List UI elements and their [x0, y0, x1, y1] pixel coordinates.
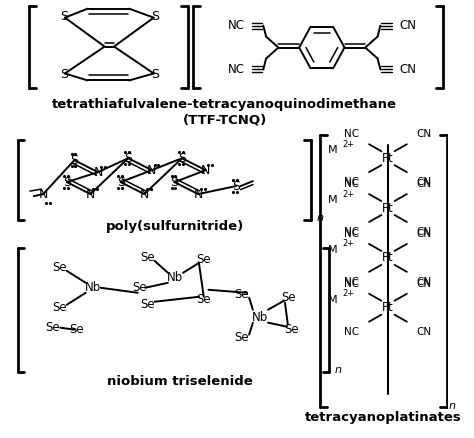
Text: M: M — [328, 295, 338, 305]
Text: n: n — [335, 364, 342, 374]
Text: Se: Se — [140, 251, 155, 265]
Text: Se: Se — [69, 323, 83, 336]
Text: N: N — [139, 187, 149, 201]
Text: NC: NC — [345, 277, 360, 287]
Text: tetracyanoplatinates: tetracyanoplatinates — [305, 411, 462, 424]
Text: CN: CN — [416, 327, 431, 337]
Text: S: S — [70, 154, 78, 167]
Text: Se: Se — [234, 288, 249, 301]
Text: NC: NC — [345, 129, 360, 139]
Text: S: S — [124, 152, 132, 165]
Text: S: S — [151, 10, 159, 23]
Text: Se: Se — [52, 301, 66, 314]
Text: Se: Se — [196, 293, 211, 306]
Text: NC: NC — [345, 229, 360, 239]
Text: NC: NC — [228, 19, 245, 32]
Text: S: S — [60, 10, 68, 23]
Text: M: M — [328, 245, 338, 255]
Text: Se: Se — [140, 298, 155, 311]
Text: S: S — [232, 180, 240, 193]
Text: CN: CN — [399, 63, 416, 76]
Text: N: N — [86, 187, 95, 201]
Text: Nb: Nb — [85, 281, 101, 294]
Text: CN: CN — [399, 19, 416, 32]
Text: n: n — [448, 401, 456, 411]
Text: 2+: 2+ — [343, 140, 355, 149]
Text: CN: CN — [416, 129, 431, 139]
Text: CN: CN — [416, 179, 431, 189]
Text: Se: Se — [196, 253, 211, 266]
Text: NC: NC — [345, 327, 360, 337]
Text: Pt: Pt — [382, 152, 394, 165]
Text: Nb: Nb — [167, 271, 183, 284]
Text: Se: Se — [282, 291, 296, 304]
Text: N: N — [38, 187, 48, 201]
Text: Se: Se — [132, 281, 147, 294]
Text: Se: Se — [284, 323, 299, 336]
Text: Pt: Pt — [382, 301, 394, 314]
Text: NC: NC — [345, 279, 360, 289]
Text: Se: Se — [234, 331, 249, 344]
Text: CN: CN — [416, 177, 431, 187]
Text: N: N — [201, 164, 210, 177]
Text: Se: Se — [46, 321, 60, 334]
Text: M: M — [328, 195, 338, 205]
Text: niobium triselenide: niobium triselenide — [107, 375, 253, 388]
Text: NC: NC — [345, 179, 360, 189]
Text: S: S — [171, 176, 179, 189]
Text: S: S — [178, 152, 186, 165]
Text: S: S — [63, 176, 71, 189]
Text: N: N — [147, 164, 156, 177]
Text: NC: NC — [228, 63, 245, 76]
Text: S: S — [60, 68, 68, 81]
Text: CN: CN — [416, 227, 431, 237]
Text: CN: CN — [416, 277, 431, 287]
Text: CN: CN — [416, 229, 431, 239]
Text: Nb: Nb — [252, 311, 269, 324]
Text: S: S — [151, 68, 159, 81]
Text: S: S — [117, 176, 125, 189]
Text: 2+: 2+ — [343, 289, 355, 298]
Text: N: N — [93, 166, 103, 179]
Text: poly(sulfurnitride): poly(sulfurnitride) — [106, 220, 245, 233]
Text: M: M — [328, 145, 338, 155]
Text: NC: NC — [345, 177, 360, 187]
Text: CN: CN — [416, 279, 431, 289]
Text: Pt: Pt — [382, 251, 394, 265]
Text: tetrathiafulvalene-tetracyanoquinodimethane
(TTF-TCNQ): tetrathiafulvalene-tetracyanoquinodimeth… — [52, 99, 397, 127]
Text: 2+: 2+ — [343, 190, 355, 198]
Text: Se: Se — [52, 261, 66, 274]
Text: Pt: Pt — [382, 201, 394, 215]
Text: N: N — [193, 187, 203, 201]
Text: NC: NC — [345, 227, 360, 237]
Text: 2+: 2+ — [343, 240, 355, 248]
Text: n: n — [316, 213, 323, 223]
